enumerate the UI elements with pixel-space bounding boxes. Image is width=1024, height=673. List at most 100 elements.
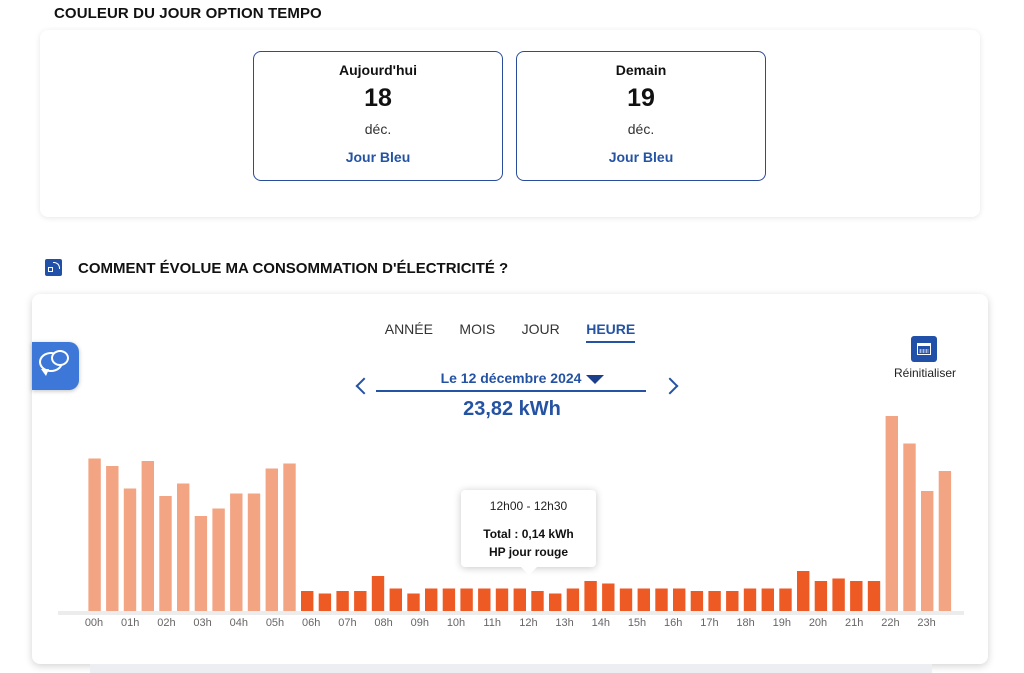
x-tick-label: 16h xyxy=(664,617,682,629)
today-month: déc. xyxy=(364,121,392,137)
x-tick-label: 18h xyxy=(736,617,754,629)
chart-bar[interactable] xyxy=(531,591,544,611)
reset-label: Réinitialiser xyxy=(893,366,957,380)
x-tick-label: 21h xyxy=(845,617,863,629)
consumption-chart-card: ANNÉE MOIS JOUR HEURE Le 12 décembre 202… xyxy=(32,294,988,664)
chart-bar[interactable] xyxy=(761,588,774,612)
reset-button[interactable]: Réinitialiser xyxy=(894,336,956,380)
date-navigation: Le 12 décembre 2024 23,82 kWh xyxy=(355,370,679,420)
consumption-title: COMMENT ÉVOLUE MA CONSOMMATION D'ÉLECTRI… xyxy=(78,260,509,277)
chart-bar[interactable] xyxy=(336,591,349,611)
tomorrow-color: Jour Bleu xyxy=(608,149,674,165)
tab-annee[interactable]: ANNÉE xyxy=(384,321,433,337)
chart-bar[interactable] xyxy=(425,588,438,612)
tempo-card: Aujourd'hui 18 déc. Jour Bleu Demain 19 … xyxy=(40,30,980,217)
chart-bar[interactable] xyxy=(123,488,137,612)
chart-bar[interactable] xyxy=(921,491,934,611)
tempo-section-title: COULEUR DU JOUR OPTION TEMPO xyxy=(54,5,322,22)
consumption-icon xyxy=(45,259,62,276)
feedback-button[interactable] xyxy=(32,342,79,390)
chart-bar[interactable] xyxy=(354,591,367,611)
chart-bar[interactable] xyxy=(814,581,828,611)
daily-total: 23,82 kWh xyxy=(463,398,561,420)
selected-date: Le 12 décembre 2024 xyxy=(440,370,582,386)
chart-bar[interactable] xyxy=(265,468,278,612)
chart-bar[interactable] xyxy=(318,593,332,612)
tab-jour[interactable]: JOUR xyxy=(521,321,560,337)
tomorrow-label: Demain xyxy=(615,62,667,78)
chart-bar[interactable] xyxy=(673,588,686,612)
chart-bar[interactable] xyxy=(389,588,402,612)
chart-bar[interactable] xyxy=(566,588,580,612)
chart-bar[interactable] xyxy=(867,581,881,611)
chart-bar[interactable] xyxy=(513,588,526,612)
x-tick-label: 06h xyxy=(302,617,320,629)
chart-bar[interactable] xyxy=(141,461,154,611)
tab-heure[interactable]: HEURE xyxy=(586,321,636,343)
x-tick-label: 17h xyxy=(700,617,718,629)
chart-bar[interactable] xyxy=(442,588,456,612)
chart-bar[interactable] xyxy=(283,463,296,612)
chart-bar[interactable] xyxy=(301,591,314,611)
x-tick-label: 12h xyxy=(519,617,537,629)
tooltip-time: 12h00 - 12h30 xyxy=(489,499,568,513)
chart-bar[interactable] xyxy=(159,496,172,611)
chart-bar[interactable] xyxy=(177,483,190,612)
chart-bar[interactable] xyxy=(88,458,101,612)
chart-bar[interactable] xyxy=(407,593,420,612)
chart-baseline xyxy=(58,611,964,615)
chart-bar[interactable] xyxy=(619,588,633,612)
chart-bar[interactable] xyxy=(797,571,810,611)
caret-down-icon xyxy=(586,375,604,384)
chart-bar[interactable] xyxy=(460,588,473,612)
x-tick-label: 09h xyxy=(411,617,429,629)
chart-bar[interactable] xyxy=(885,416,898,611)
chart-bar[interactable] xyxy=(549,593,562,612)
chart-bar[interactable] xyxy=(194,516,208,611)
x-tick-label: 10h xyxy=(447,617,465,629)
chart-bar[interactable] xyxy=(743,588,757,612)
tomorrow-month: déc. xyxy=(627,121,655,137)
chart-bar[interactable] xyxy=(637,588,650,612)
chat-tail-icon xyxy=(41,369,49,376)
chart-bar[interactable] xyxy=(584,581,597,611)
consumption-bar-chart: 00h 01h 02h 03h 04h 05h 06h 07h 08h 09h 10h 11h 12h 1… xyxy=(58,416,964,629)
chart-bar[interactable] xyxy=(903,443,916,612)
x-tick-label: 03h xyxy=(193,617,211,629)
chart-bar[interactable] xyxy=(371,576,385,611)
x-tick-label: 08h xyxy=(374,617,392,629)
tomorrow-day: 19 xyxy=(627,84,655,112)
x-tick-label: 14h xyxy=(592,617,610,629)
chart-bar[interactable] xyxy=(247,493,261,612)
chart-bar[interactable] xyxy=(708,591,721,611)
calendar-icon xyxy=(911,336,937,362)
chart-tooltip: 12h00 - 12h30 Total : 0,14 kWh HP jour r… xyxy=(461,490,596,575)
chart-bar[interactable] xyxy=(779,588,792,612)
period-tabs: ANNÉE MOIS JOUR HEURE xyxy=(32,321,988,343)
chart-bar[interactable] xyxy=(602,583,615,612)
chart-bar[interactable] xyxy=(938,471,952,611)
x-tick-label: 07h xyxy=(338,617,356,629)
today-color: Jour Bleu xyxy=(345,149,411,165)
x-tick-label: 04h xyxy=(230,617,248,629)
tab-mois[interactable]: MOIS xyxy=(459,321,496,337)
tomorrow-color-card: Demain 19 déc. Jour Bleu xyxy=(516,51,766,181)
tooltip-total: Total : 0,14 kWh xyxy=(483,527,574,541)
chart-bar[interactable] xyxy=(478,588,491,612)
chart-bar[interactable] xyxy=(850,581,863,611)
date-select[interactable]: Le 12 décembre 2024 xyxy=(376,370,646,392)
chart-bar[interactable] xyxy=(832,578,845,612)
page-footer-strip xyxy=(90,664,932,673)
x-tick-label: 02h xyxy=(157,617,175,629)
chart-bar[interactable] xyxy=(655,588,668,612)
x-tick-label: 01h xyxy=(121,617,139,629)
chart-bar[interactable] xyxy=(690,591,704,611)
today-day: 18 xyxy=(364,84,392,112)
chart-bar[interactable] xyxy=(106,466,119,611)
chart-bar[interactable] xyxy=(726,591,739,611)
x-tick-label: 20h xyxy=(809,617,827,629)
chart-bar[interactable] xyxy=(495,588,509,612)
x-tick-label: 22h xyxy=(881,617,899,629)
chart-bar[interactable] xyxy=(230,493,243,612)
chart-bar[interactable] xyxy=(212,508,225,612)
